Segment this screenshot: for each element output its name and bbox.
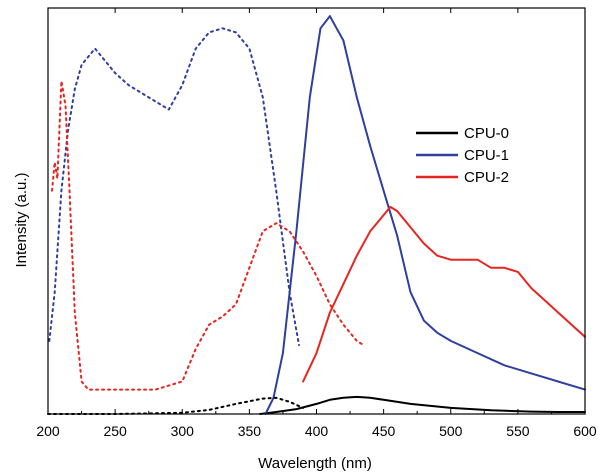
- axes-layer: Wavelength (nm) Intensity (a.u.) 200 250 3…: [13, 7, 597, 472]
- x-tick-label: 200: [36, 423, 60, 439]
- x-axis-label: Wavelength (nm): [258, 455, 372, 472]
- x-tick-label: 600: [573, 423, 597, 439]
- series-line-cpu-2-emission: [302, 205, 586, 383]
- legend-label: CPU-0: [464, 125, 509, 142]
- series-line-cpu-1-excitation: [48, 27, 300, 346]
- y-axis-label: Intensity (a.u.): [13, 172, 30, 267]
- x-tick-label: 250: [103, 423, 127, 439]
- x-tick-label: 450: [372, 423, 396, 439]
- series-line-cpu-0-emission: [259, 395, 586, 415]
- x-tick-label: 500: [439, 423, 463, 439]
- x-tick-label: 350: [238, 423, 262, 439]
- x-tick-label: 550: [506, 423, 530, 439]
- series-line-cpu-1-emission: [264, 15, 586, 415]
- x-tick-label: 300: [171, 423, 195, 439]
- series-line-cpu-0-excitation: [47, 396, 305, 415]
- legend-label: CPU-1: [464, 147, 509, 164]
- series-layer: [47, 15, 586, 415]
- x-tick-label: 400: [305, 423, 329, 439]
- series-line-cpu-2-excitation: [51, 80, 365, 391]
- legend: CPU-0 CPU-1 CPU-2: [416, 125, 509, 186]
- legend-label: CPU-2: [464, 169, 509, 186]
